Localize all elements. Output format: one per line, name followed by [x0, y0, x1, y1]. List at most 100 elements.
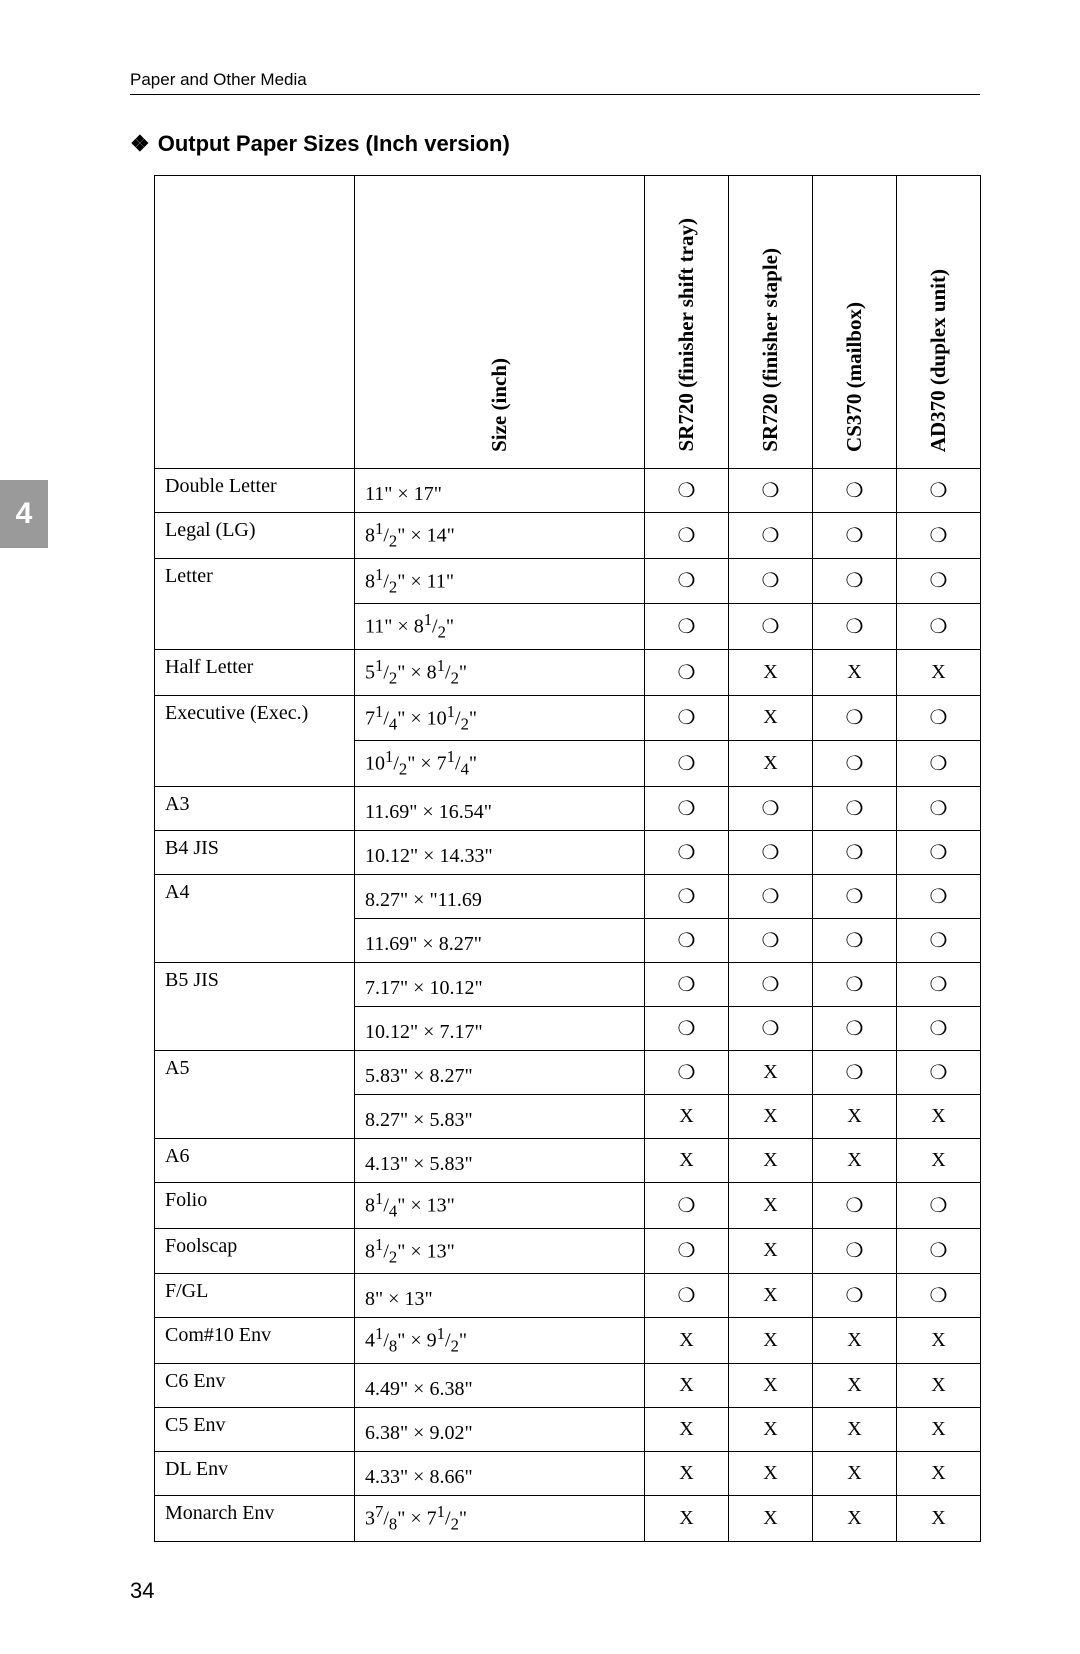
support-mark-cell: ❍ [897, 1228, 981, 1274]
col-header-ad370: AD370 (duplex unit) [926, 265, 951, 456]
support-mark-cell: ❍ [813, 1228, 897, 1274]
table-row: C5 Env6.38" × 9.02"XXXX [155, 1407, 981, 1451]
paper-size-cell: 8.27" × 5.83" [355, 1094, 645, 1138]
support-mark-cell: ❍ [813, 874, 897, 918]
support-mark-cell: X [813, 1451, 897, 1495]
support-mark-cell: X [897, 1363, 981, 1407]
support-mark-cell: ❍ [813, 741, 897, 787]
support-mark-cell: X [897, 1094, 981, 1138]
support-mark-cell: ❍ [813, 1006, 897, 1050]
support-mark-cell: ❍ [813, 469, 897, 513]
support-mark-cell: ❍ [729, 874, 813, 918]
support-mark-cell: ❍ [813, 1274, 897, 1318]
paper-name-cell: Com#10 Env [155, 1318, 355, 1364]
support-mark-cell: ❍ [645, 1006, 729, 1050]
col-header-cs370: CS370 (mailbox) [842, 298, 867, 456]
support-mark-cell: ❍ [813, 558, 897, 604]
support-mark-cell: ❍ [645, 1182, 729, 1228]
support-mark-cell: ❍ [813, 830, 897, 874]
paper-size-cell: 8.27" × "11.69 [355, 874, 645, 918]
support-mark-cell: X [729, 1138, 813, 1182]
paper-name-cell: C5 Env [155, 1407, 355, 1451]
support-mark-cell: ❍ [645, 604, 729, 650]
support-mark-cell: X [729, 741, 813, 787]
support-mark-cell: ❍ [897, 741, 981, 787]
support-mark-cell: X [729, 1050, 813, 1094]
support-mark-cell: ❍ [645, 786, 729, 830]
support-mark-cell: ❍ [645, 695, 729, 741]
paper-size-cell: 10.12" × 7.17" [355, 1006, 645, 1050]
support-mark-cell: ❍ [645, 741, 729, 787]
paper-size-cell: 81/4" × 13" [355, 1182, 645, 1228]
support-mark-cell: X [729, 1228, 813, 1274]
table-row: Legal (LG)81/2" × 14"❍❍❍❍ [155, 513, 981, 559]
support-mark-cell: ❍ [897, 604, 981, 650]
support-mark-cell: X [813, 1363, 897, 1407]
support-mark-cell: ❍ [813, 962, 897, 1006]
paper-name-cell: Legal (LG) [155, 513, 355, 559]
support-mark-cell: X [729, 1407, 813, 1451]
table-row: Foolscap81/2" × 13"❍X❍❍ [155, 1228, 981, 1274]
support-mark-cell: X [645, 1138, 729, 1182]
support-mark-cell: ❍ [813, 1050, 897, 1094]
support-mark-cell: ❍ [645, 513, 729, 559]
support-mark-cell: X [813, 649, 897, 695]
table-row: Folio81/4" × 13"❍X❍❍ [155, 1182, 981, 1228]
paper-size-cell: 81/2" × 14" [355, 513, 645, 559]
support-mark-cell: ❍ [645, 469, 729, 513]
paper-name-cell: Executive (Exec.) [155, 695, 355, 786]
support-mark-cell: ❍ [897, 558, 981, 604]
diamond-icon: ❖ [130, 131, 150, 156]
page-number: 34 [130, 1578, 980, 1604]
support-mark-cell: ❍ [813, 604, 897, 650]
support-mark-cell: X [729, 1451, 813, 1495]
paper-name-cell: Folio [155, 1182, 355, 1228]
col-header-sr720-staple: SR720 (finisher staple) [758, 244, 783, 456]
support-mark-cell: ❍ [897, 1050, 981, 1094]
support-mark-cell: ❍ [813, 918, 897, 962]
support-mark-cell: X [897, 1495, 981, 1541]
support-mark-cell: ❍ [729, 1006, 813, 1050]
support-mark-cell: ❍ [897, 469, 981, 513]
support-mark-cell: X [645, 1318, 729, 1364]
support-mark-cell: ❍ [897, 874, 981, 918]
support-mark-cell: ❍ [729, 604, 813, 650]
support-mark-cell: X [813, 1138, 897, 1182]
support-mark-cell: ❍ [897, 513, 981, 559]
support-mark-cell: ❍ [729, 962, 813, 1006]
paper-size-cell: 4.33" × 8.66" [355, 1451, 645, 1495]
table-row: B5 JIS7.17" × 10.12"❍❍❍❍ [155, 962, 981, 1006]
support-mark-cell: ❍ [813, 695, 897, 741]
support-mark-cell: ❍ [645, 558, 729, 604]
table-row: F/GL8" × 13"❍X❍❍ [155, 1274, 981, 1318]
paper-name-cell: A6 [155, 1138, 355, 1182]
table-row: B4 JIS10.12" × 14.33"❍❍❍❍ [155, 830, 981, 874]
support-mark-cell: X [897, 1318, 981, 1364]
paper-size-cell: 10.12" × 14.33" [355, 830, 645, 874]
support-mark-cell: ❍ [645, 830, 729, 874]
support-mark-cell: ❍ [645, 874, 729, 918]
support-mark-cell: X [645, 1451, 729, 1495]
support-mark-cell: X [645, 1094, 729, 1138]
col-header-size: Size (inch) [487, 354, 512, 456]
support-mark-cell: X [813, 1495, 897, 1541]
support-mark-cell: ❍ [729, 469, 813, 513]
paper-size-cell: 5.83" × 8.27" [355, 1050, 645, 1094]
table-row: Double Letter11" × 17"❍❍❍❍ [155, 469, 981, 513]
table-row: A55.83" × 8.27"❍X❍❍ [155, 1050, 981, 1094]
paper-size-cell: 41/8" × 91/2" [355, 1318, 645, 1364]
support-mark-cell: ❍ [897, 830, 981, 874]
table-row: A311.69" × 16.54"❍❍❍❍ [155, 786, 981, 830]
support-mark-cell: X [729, 1094, 813, 1138]
paper-name-cell: Double Letter [155, 469, 355, 513]
table-row: C6 Env4.49" × 6.38"XXXX [155, 1363, 981, 1407]
paper-name-cell: A5 [155, 1050, 355, 1138]
paper-size-cell: 81/2" × 11" [355, 558, 645, 604]
col-header-sr720-tray: SR720 (finisher shift tray) [674, 214, 699, 456]
support-mark-cell: X [645, 1495, 729, 1541]
support-mark-cell: ❍ [813, 1182, 897, 1228]
table-row: A48.27" × "11.69❍❍❍❍ [155, 874, 981, 918]
paper-name-cell: Half Letter [155, 649, 355, 695]
paper-name-cell: B5 JIS [155, 962, 355, 1050]
support-mark-cell: X [729, 1318, 813, 1364]
